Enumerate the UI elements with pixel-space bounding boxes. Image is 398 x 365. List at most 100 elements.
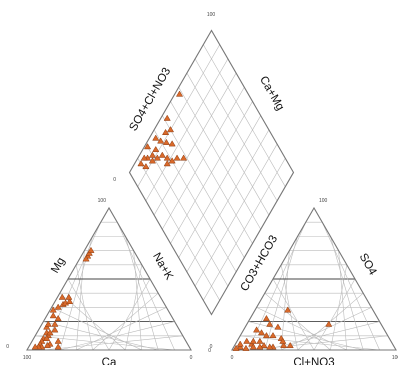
diamond-data-point [140, 154, 148, 161]
cation-mg-axis-label: Mg [49, 256, 67, 276]
tick-label-cation-bottom-left: 100 [23, 355, 32, 361]
anion-gridline-right [321, 222, 380, 351]
anion-data-point [274, 323, 282, 330]
diamond-gridline-a [162, 87, 245, 230]
cation-data-point [65, 293, 73, 300]
cation-data-point [49, 312, 57, 319]
cation-gridline-left [43, 321, 159, 351]
anion-data-point [256, 343, 264, 350]
cation-data-point [54, 337, 62, 344]
points-layer [31, 90, 333, 351]
anion-gridline-right [330, 236, 364, 351]
anion-data-point [236, 340, 244, 347]
anion-data-point [280, 341, 288, 349]
cation-gridline-right [108, 278, 151, 351]
cation-data-point [66, 297, 74, 305]
cation-gridline-right [125, 236, 159, 351]
outline-layer [26, 29, 397, 351]
anion-gridline-right [313, 278, 356, 351]
cation-data-point [43, 341, 52, 349]
cation-gridline-right [125, 264, 143, 351]
cation-data-point [46, 329, 54, 336]
anion-data-point [284, 306, 292, 313]
diamond-gridline-b [194, 58, 278, 202]
diamond-data-point [152, 134, 160, 141]
anion-gridline-right [338, 250, 348, 351]
diamond-data-point [148, 151, 157, 158]
anion-data-point [249, 337, 257, 344]
anion-gridline-left [264, 292, 331, 351]
grid-layer [35, 44, 388, 351]
diamond-data-point [175, 90, 184, 97]
anion-data-point [232, 344, 240, 351]
diamond-gridline-b [186, 72, 270, 216]
tick-label-cation-top: 100 [98, 198, 107, 204]
anion-gridline-left [240, 335, 380, 351]
anion-so4-axis-label: SO4 [357, 252, 379, 278]
anion-data-point [253, 326, 261, 333]
tick-label-cation-left: 0 [6, 344, 9, 350]
diamond-data-point [158, 151, 166, 158]
diamond-gridline-b [178, 87, 261, 230]
anion-gridline-left [272, 278, 315, 351]
diamond-data-point [152, 145, 160, 153]
tick-label-cation-bottom-right: 0 [190, 355, 193, 361]
anion-data-point [242, 344, 250, 351]
diamond-data-point [137, 160, 145, 167]
cation-triangle-outline [26, 206, 192, 351]
diamond-gridline-b [203, 44, 286, 187]
cation-gridline-right [116, 222, 175, 351]
cation-data-point [82, 255, 90, 262]
diamond-ca-mg-axis-label: Ca+Mg [257, 74, 286, 112]
cation-ca-axis-label: Ca [102, 357, 117, 365]
tick-label-diamond-top: 100 [207, 12, 216, 18]
diamond-data-point [143, 143, 152, 150]
anion-data-point [260, 341, 268, 349]
anion-data-point [266, 343, 274, 350]
diamond-data-point [163, 114, 171, 121]
anion-co3-hco3-axis-label: CO3+HCO3 [239, 234, 281, 294]
anion-data-point [262, 314, 271, 322]
cation-data-point [43, 334, 51, 341]
diamond-data-point [166, 126, 175, 133]
diamond-data-point [163, 160, 171, 167]
cation-gridline-left [51, 307, 142, 351]
cation-data-point [58, 293, 66, 300]
diamond-outline [128, 29, 295, 316]
diamond-gridline-a [153, 72, 237, 216]
anion-data-point [286, 341, 294, 349]
cation-gridline-right [133, 250, 143, 351]
cation-data-point [51, 326, 59, 333]
diamond-gridline-b [170, 101, 253, 244]
cation-data-point [44, 320, 52, 327]
tick-label-anion-left: 0 [208, 348, 211, 354]
tick-label-anion-bottom-right: 100 [392, 355, 398, 361]
anion-data-point [262, 332, 271, 339]
anion-data-point [266, 320, 274, 327]
diamond-data-point [173, 154, 181, 161]
cation-data-point [87, 246, 95, 253]
diamond-data-point [180, 154, 188, 161]
anion-data-point [249, 343, 257, 350]
diamond-gridline-a [145, 58, 229, 202]
cation-data-point [54, 303, 62, 310]
tick-label-anion-bottom-left: 0 [231, 355, 234, 361]
anion-triangle-outline [231, 206, 397, 351]
cation-data-point [31, 343, 39, 350]
cation-data-point [54, 343, 62, 350]
anion-data-point [243, 337, 251, 344]
tick-label-diamond-bottom: 0 [210, 344, 213, 350]
anion-cl-no3-axis-label: Cl+NO3 [293, 357, 334, 365]
anion-gridline-right [330, 264, 348, 351]
anion-gridline-left [256, 307, 347, 351]
anion-data-point [269, 332, 277, 339]
tick-label-anion-top: 100 [319, 198, 328, 204]
cation-nak-axis-label: Na+K [150, 251, 175, 282]
anion-data-point [256, 337, 264, 344]
diamond-data-point [162, 138, 170, 145]
anion-data-point [279, 337, 287, 344]
diamond-data-point [168, 140, 176, 147]
anion-data-point [325, 320, 333, 327]
tick-label-diamond-left: 0 [113, 177, 116, 183]
